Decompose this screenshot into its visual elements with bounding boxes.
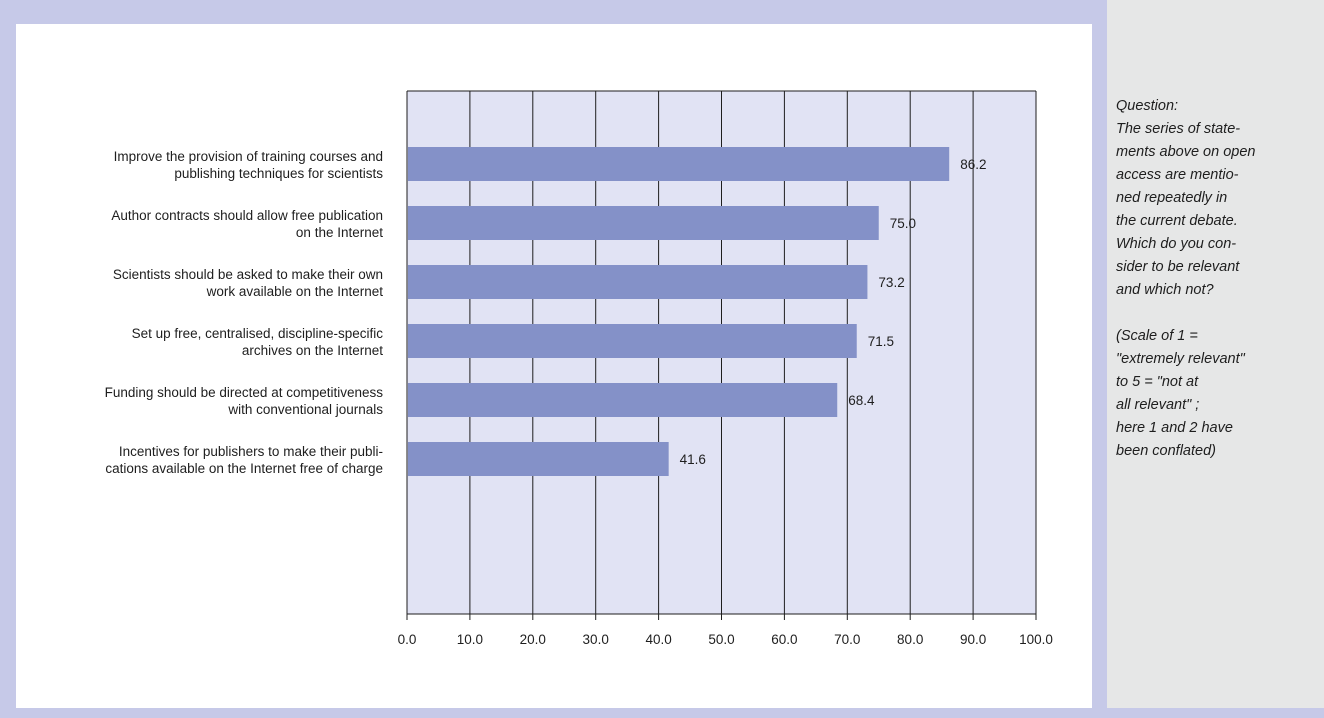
- category-label: on the Internet: [296, 225, 383, 240]
- value-label: 86.2: [960, 157, 986, 172]
- bar: [408, 206, 879, 240]
- x-tick-label: 90.0: [960, 632, 986, 647]
- value-label: 71.5: [868, 334, 894, 349]
- bar: [408, 265, 868, 299]
- x-tick-label: 60.0: [771, 632, 797, 647]
- question-text: Question: The series of state- ments abo…: [1116, 98, 1256, 459]
- value-label: 75.0: [890, 216, 916, 231]
- category-label: work available on the Internet: [206, 284, 384, 299]
- x-tick-label: 10.0: [457, 632, 483, 647]
- bar: [408, 442, 669, 476]
- category-label: Funding should be directed at competitiv…: [105, 385, 384, 400]
- x-tick-label: 80.0: [897, 632, 923, 647]
- x-tick-label: 20.0: [520, 632, 546, 647]
- bar: [408, 383, 838, 417]
- bar: [408, 147, 950, 181]
- category-label: with conventional journals: [227, 402, 383, 417]
- x-tick-label: 0.0: [398, 632, 417, 647]
- x-tick-label: 70.0: [834, 632, 860, 647]
- category-label: Incentives for publishers to make their …: [119, 444, 383, 459]
- category-label: cations available on the Internet free o…: [105, 461, 383, 476]
- category-label: archives on the Internet: [242, 343, 383, 358]
- question-box: Question: The series of state- ments abo…: [1107, 0, 1324, 708]
- x-tick-label: 50.0: [708, 632, 734, 647]
- x-tick-label: 40.0: [645, 632, 671, 647]
- category-label: Scientists should be asked to make their…: [113, 267, 383, 282]
- x-tick-label: 100.0: [1019, 632, 1053, 647]
- value-label: 73.2: [878, 275, 904, 290]
- bar: [408, 324, 857, 358]
- value-label: 41.6: [680, 452, 706, 467]
- value-label: 68.4: [848, 393, 875, 408]
- category-label: Author contracts should allow free publi…: [111, 208, 383, 223]
- category-label: Set up free, centralised, discipline-spe…: [132, 326, 384, 341]
- category-label: Improve the provision of training course…: [114, 149, 383, 164]
- x-tick-label: 30.0: [583, 632, 609, 647]
- question-sidebar: Question: The series of state- ments abo…: [1107, 0, 1324, 718]
- category-label: publishing techniques for scientists: [174, 166, 383, 181]
